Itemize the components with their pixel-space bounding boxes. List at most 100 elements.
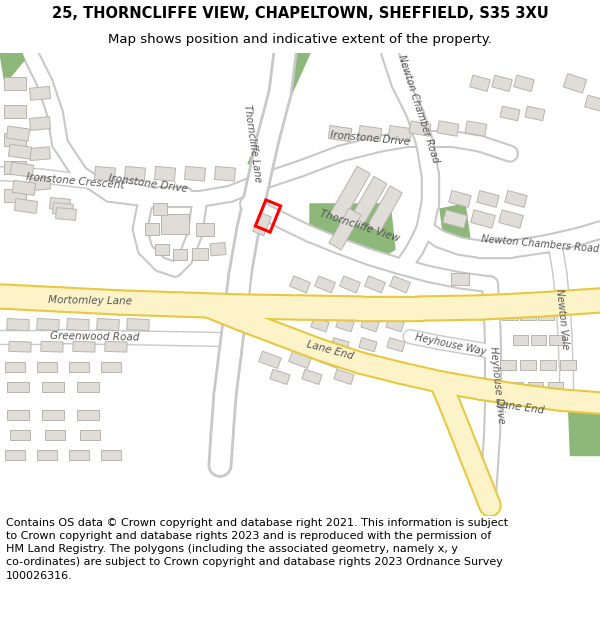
Text: 25, THORNCLIFFE VIEW, CHAPELTOWN, SHEFFIELD, S35 3XU: 25, THORNCLIFFE VIEW, CHAPELTOWN, SHEFFI… <box>52 6 548 21</box>
Bar <box>94 166 116 181</box>
Bar <box>470 210 496 228</box>
Bar <box>4 105 26 118</box>
Bar <box>80 430 100 440</box>
Bar <box>530 334 545 345</box>
Bar <box>196 222 214 236</box>
Bar <box>4 161 26 174</box>
Text: Thorncliffe View: Thorncliffe View <box>319 208 401 244</box>
Bar <box>349 351 371 368</box>
Bar <box>29 177 50 191</box>
Bar <box>29 147 50 161</box>
Bar <box>97 319 119 331</box>
Bar <box>329 208 361 250</box>
Bar <box>5 450 25 461</box>
Bar <box>540 360 556 370</box>
Bar <box>388 126 412 142</box>
Text: Heyhouse Way: Heyhouse Way <box>413 332 487 357</box>
Text: Ironstone Drive: Ironstone Drive <box>330 130 410 147</box>
Bar <box>77 382 99 392</box>
Bar <box>210 242 226 256</box>
Polygon shape <box>248 53 310 164</box>
Bar <box>365 276 385 293</box>
Bar <box>387 338 405 352</box>
Bar <box>77 410 99 420</box>
Bar <box>451 273 469 286</box>
Bar <box>14 199 38 214</box>
Bar <box>349 176 387 228</box>
Bar <box>192 248 208 260</box>
Bar <box>259 351 281 368</box>
Bar <box>334 369 354 384</box>
Polygon shape <box>440 204 470 246</box>
Bar <box>449 191 471 208</box>
Text: Lane End: Lane End <box>305 339 355 362</box>
Bar <box>253 213 271 236</box>
Bar <box>520 360 536 370</box>
Bar <box>7 382 29 392</box>
Bar <box>328 126 352 142</box>
Text: Mortomley Lane: Mortomley Lane <box>48 295 132 306</box>
Bar <box>470 75 490 91</box>
Bar <box>520 309 536 320</box>
Bar <box>548 382 563 392</box>
Bar <box>145 223 159 235</box>
Bar <box>4 77 26 90</box>
Text: Lane End: Lane End <box>496 399 545 416</box>
Bar <box>7 319 29 331</box>
Polygon shape <box>310 204 395 259</box>
Bar <box>42 382 64 392</box>
Bar <box>127 319 149 331</box>
Bar <box>386 318 404 332</box>
Bar <box>477 191 499 208</box>
Bar <box>270 369 290 384</box>
Bar <box>154 166 176 181</box>
Bar <box>29 86 50 100</box>
Bar <box>10 162 34 177</box>
Bar <box>73 341 95 352</box>
Bar <box>358 126 382 142</box>
Text: Newton Vale: Newton Vale <box>554 289 570 351</box>
Bar <box>155 244 169 255</box>
Polygon shape <box>0 53 30 83</box>
Bar <box>37 362 57 372</box>
Bar <box>330 166 370 222</box>
Bar <box>9 341 31 352</box>
Bar <box>69 362 89 372</box>
Bar <box>538 309 554 320</box>
Text: Newton Chamber Road: Newton Chamber Road <box>396 53 440 164</box>
Bar <box>331 338 349 352</box>
Bar <box>563 74 587 93</box>
Bar <box>548 334 563 345</box>
Bar <box>173 249 187 260</box>
Bar <box>361 318 379 332</box>
Bar <box>302 369 322 384</box>
Bar <box>505 191 527 208</box>
Text: Greenwood Road: Greenwood Road <box>50 331 140 342</box>
Bar <box>45 430 65 440</box>
Text: Contains OS data © Crown copyright and database right 2021. This information is : Contains OS data © Crown copyright and d… <box>6 518 508 581</box>
Bar <box>10 430 30 440</box>
Bar <box>500 360 516 370</box>
Polygon shape <box>568 405 600 455</box>
Bar <box>525 106 545 121</box>
Bar <box>184 166 206 181</box>
Bar <box>37 450 57 461</box>
Bar <box>500 106 520 121</box>
Bar <box>512 334 527 345</box>
Bar <box>443 210 467 228</box>
Bar <box>56 208 76 221</box>
Bar <box>437 121 459 136</box>
Bar <box>53 202 73 216</box>
Bar <box>105 341 127 352</box>
Bar <box>314 276 335 293</box>
Text: Newton Chambers Road: Newton Chambers Road <box>481 234 599 254</box>
Bar <box>375 297 395 312</box>
Bar <box>4 189 26 202</box>
Bar <box>8 144 32 159</box>
Bar <box>37 319 59 331</box>
Bar <box>492 75 512 91</box>
Bar <box>101 450 121 461</box>
Bar <box>50 198 70 211</box>
Bar <box>290 276 310 293</box>
Bar <box>465 121 487 136</box>
